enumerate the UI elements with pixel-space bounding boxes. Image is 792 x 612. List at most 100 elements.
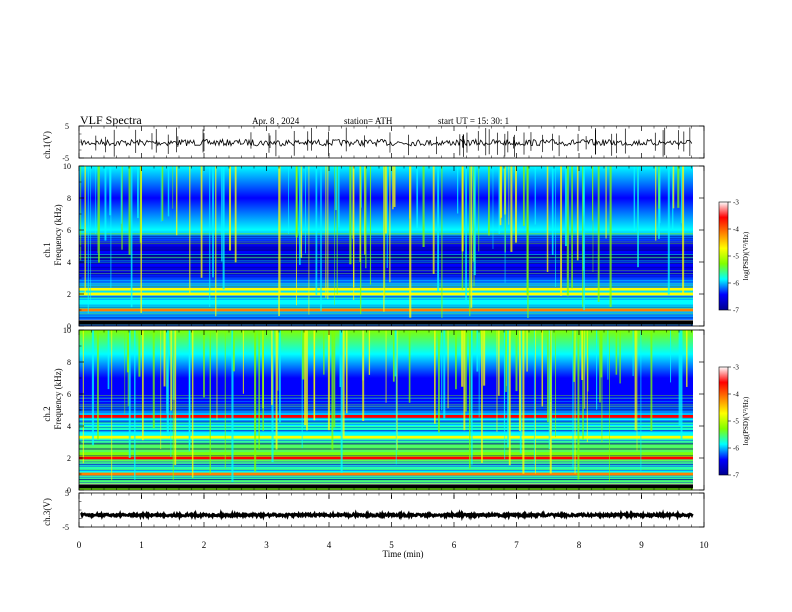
spectrogram-body bbox=[79, 330, 693, 490]
sferic-streak bbox=[483, 330, 486, 386]
sferic-streak bbox=[443, 330, 446, 419]
sferic-streak bbox=[600, 330, 603, 378]
spectral-line bbox=[79, 270, 693, 272]
sferic-streak bbox=[564, 166, 567, 247]
time-axis-label: Time (min) bbox=[383, 549, 424, 559]
sferic-streak bbox=[232, 330, 235, 372]
sferic-streak bbox=[141, 330, 144, 441]
sferic-streak bbox=[393, 166, 396, 207]
sferic-streak bbox=[301, 166, 303, 232]
sferic-streak bbox=[313, 330, 315, 421]
sferic-streak bbox=[526, 330, 528, 372]
sferic-streak bbox=[571, 166, 573, 289]
spectral-line bbox=[79, 302, 693, 304]
spectral-line bbox=[79, 247, 693, 248]
sferic-streak bbox=[215, 166, 217, 317]
sferic-streak bbox=[120, 166, 122, 224]
sferic-streak bbox=[224, 330, 226, 469]
spectral-line bbox=[79, 428, 693, 430]
sferic-streak bbox=[583, 166, 585, 311]
sferic-streak bbox=[515, 330, 518, 392]
sferic-streak bbox=[279, 330, 281, 423]
sferic-streak bbox=[409, 166, 411, 219]
spectral-line bbox=[79, 276, 693, 278]
sferic-streak bbox=[555, 330, 556, 438]
colorbar-tick-label: -6 bbox=[733, 280, 739, 288]
sferic-streak bbox=[97, 166, 99, 254]
sferic-streak bbox=[478, 330, 480, 418]
colorbar-tick-label: -5 bbox=[733, 253, 739, 261]
sferic-streak bbox=[172, 330, 174, 480]
ch1-frequency-ylabel: Frequency (kHz) bbox=[53, 204, 63, 265]
sferic-streak bbox=[234, 166, 237, 263]
x-tick-label: 10 bbox=[700, 540, 710, 550]
spectral-line bbox=[79, 459, 693, 461]
sferic-streak bbox=[582, 330, 584, 440]
sferic-streak bbox=[209, 166, 211, 307]
sferic-streak bbox=[242, 330, 244, 394]
sferic-streak bbox=[365, 166, 367, 269]
sferic-streak bbox=[605, 166, 607, 239]
sferic-streak bbox=[592, 166, 594, 273]
frequency-band bbox=[79, 251, 693, 254]
colorbar-scale bbox=[718, 201, 729, 311]
sferic-streak bbox=[667, 166, 670, 295]
spectrogram-body bbox=[79, 166, 693, 326]
sferic-streak bbox=[188, 330, 191, 447]
sferic-streak bbox=[476, 330, 479, 372]
spectral-line bbox=[79, 263, 693, 264]
spectral-line bbox=[79, 317, 693, 319]
ch2-channel-label: ch.2 bbox=[42, 406, 52, 421]
sferic-streak bbox=[587, 330, 589, 392]
sferic-streak bbox=[422, 166, 425, 247]
sferic-streak bbox=[200, 166, 203, 278]
spectral-line bbox=[79, 461, 693, 463]
spectrogram-frame bbox=[78, 329, 705, 491]
sferic-streak bbox=[90, 166, 92, 304]
y-tick-label: -5 bbox=[62, 523, 69, 532]
spectral-line bbox=[79, 459, 693, 461]
spectral-line bbox=[79, 235, 693, 237]
x-tick-label: 4 bbox=[327, 540, 332, 550]
spectral-line bbox=[79, 315, 693, 317]
sferic-streak bbox=[634, 330, 637, 431]
sferic-streak bbox=[515, 166, 518, 243]
spectral-line bbox=[79, 448, 693, 450]
sferic-streak bbox=[323, 330, 325, 375]
sferic-streak bbox=[336, 166, 338, 295]
y-tick-label: 5 bbox=[65, 489, 69, 498]
colorbar-tick-label: -4 bbox=[733, 391, 739, 399]
sferic-streak bbox=[166, 330, 168, 414]
sferic-streak bbox=[138, 330, 141, 377]
sferic-streak bbox=[637, 166, 639, 268]
sferic-streak bbox=[203, 330, 205, 398]
spectral-line bbox=[79, 482, 693, 484]
sferic-streak bbox=[275, 330, 278, 450]
colorbar-tick-label: -7 bbox=[733, 307, 739, 315]
sferic-streak bbox=[333, 330, 336, 428]
frequency-band bbox=[79, 308, 693, 312]
spectral-line bbox=[79, 313, 693, 315]
sferic-streak bbox=[95, 166, 96, 235]
sferic-streak bbox=[492, 166, 494, 250]
sferic-streak bbox=[463, 330, 466, 431]
sferic-streak bbox=[359, 166, 362, 315]
sferic-streak bbox=[384, 166, 386, 298]
sferic-streak bbox=[308, 166, 310, 315]
sferic-streak bbox=[331, 330, 334, 450]
sferic-streak bbox=[592, 166, 593, 221]
sferic-streak bbox=[504, 166, 506, 283]
sferic-streak bbox=[306, 330, 308, 431]
sferic-streak bbox=[163, 330, 166, 387]
spectral-line bbox=[79, 466, 693, 467]
frequency-band bbox=[79, 263, 693, 267]
sferic-streak bbox=[304, 166, 306, 254]
sferic-streak bbox=[441, 166, 443, 318]
spectral-line bbox=[79, 407, 693, 408]
sferic-streak bbox=[127, 330, 129, 407]
colorbar-tick-label: -6 bbox=[733, 445, 739, 453]
spectral-line bbox=[79, 298, 693, 300]
spectral-line bbox=[79, 444, 693, 446]
sferic-streak bbox=[471, 330, 473, 465]
sferic-streak bbox=[137, 166, 139, 219]
